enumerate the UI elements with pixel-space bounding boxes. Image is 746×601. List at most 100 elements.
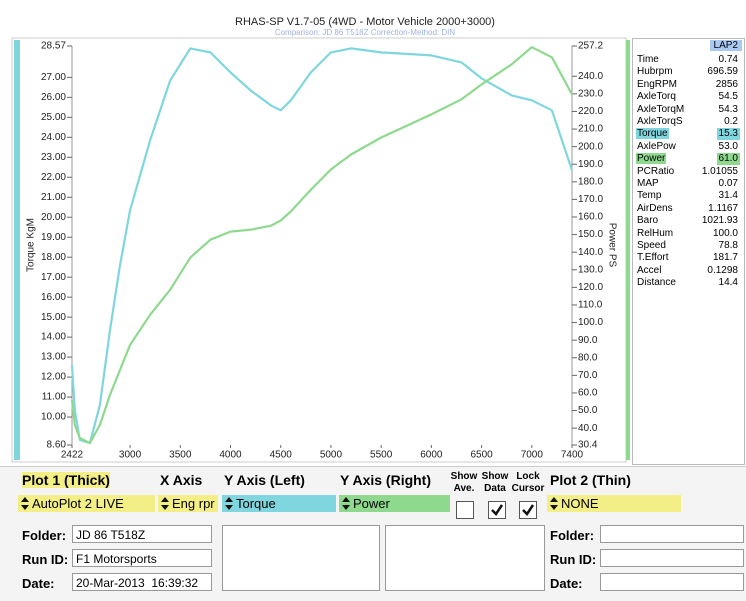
readout-label: MAP bbox=[637, 178, 659, 189]
x-tick-label: 6500 bbox=[470, 450, 493, 461]
y-tick-label: 24.00 bbox=[41, 132, 66, 143]
check-mark-path bbox=[522, 504, 535, 516]
y-tick-label: 8.60 bbox=[47, 440, 67, 451]
run-id-label: Run ID: bbox=[22, 552, 69, 567]
show-ave-checkbox[interactable] bbox=[456, 501, 474, 519]
notes-box bbox=[222, 525, 380, 591]
y2-tick-label: 50.0 bbox=[578, 405, 598, 416]
show-data-checkbox[interactable] bbox=[488, 501, 506, 519]
x-axis-dropdown[interactable]: Eng rpr bbox=[158, 495, 218, 512]
y-left-value: Torque bbox=[236, 496, 276, 511]
notes-box bbox=[385, 525, 545, 591]
readout-row: AirDens 1.1167 bbox=[636, 203, 740, 215]
check-mark bbox=[522, 504, 535, 516]
y-left-dropdown[interactable]: Torque bbox=[222, 495, 336, 512]
y2-tick-label: 180.0 bbox=[578, 176, 603, 187]
y-tick-label: 18.00 bbox=[41, 252, 66, 263]
folder-label: Folder: bbox=[22, 528, 67, 543]
y2-axis-title: Power PS bbox=[606, 223, 617, 268]
plot2-dropdown[interactable]: NONE bbox=[547, 495, 681, 512]
control-panel: Plot 1 (Thick) X Axis Y Axis (Left) Y Ax… bbox=[0, 466, 746, 601]
y2-tick-label: 170.0 bbox=[578, 194, 603, 205]
readout-label: Hubrpm bbox=[637, 66, 673, 78]
run-id-field bbox=[600, 549, 744, 567]
x-tick-label: 2422 bbox=[61, 450, 84, 461]
readout-label: Temp bbox=[637, 190, 662, 202]
y-tick-label: 25.00 bbox=[41, 112, 66, 123]
readout-value: 14.4 bbox=[718, 277, 738, 289]
readout-label: Distance bbox=[637, 277, 676, 289]
series-line bbox=[70, 47, 574, 445]
y2-tick-label: 257.2 bbox=[578, 41, 603, 52]
readout-row: Accel 0.1298 bbox=[636, 265, 740, 277]
lock-cursor-label: Lock Cursor bbox=[511, 471, 545, 494]
chart-subtitle: Comparison: JD 86 T518Z Correction-Metho… bbox=[275, 28, 456, 37]
readout-value: 0.07 bbox=[718, 178, 738, 189]
readout-label: AxlePow bbox=[637, 140, 676, 152]
y2-tick-label: 120.0 bbox=[578, 282, 603, 293]
readout-value: 0.74 bbox=[718, 54, 738, 65]
x-tick-label: 4000 bbox=[219, 450, 242, 461]
readout-row: Baro 1021.93 bbox=[636, 215, 740, 227]
readout-row: AxleTorq 54.5 bbox=[636, 91, 740, 103]
readout-value: 100.0 bbox=[712, 227, 738, 239]
readout-label: AxleTorq bbox=[637, 91, 676, 103]
spin-icon bbox=[342, 497, 350, 510]
readout-value: 1021.93 bbox=[701, 215, 738, 227]
y-tick-label: 14.00 bbox=[41, 332, 66, 343]
y-tick-label: 16.00 bbox=[41, 292, 66, 303]
y2-tick-label: 60.0 bbox=[578, 388, 598, 399]
date-field: 20-Mar-2013 16:39:32 bbox=[72, 573, 212, 591]
x-axis-label: X Axis bbox=[160, 472, 203, 488]
y-right-dropdown[interactable]: Power bbox=[339, 495, 450, 512]
x-tick-label: 6000 bbox=[420, 450, 443, 461]
readout-label: Power bbox=[636, 153, 667, 165]
readout-label: EngRPM bbox=[637, 78, 678, 90]
lock-cursor-checkbox[interactable] bbox=[519, 501, 537, 519]
y2-tick-label: 230.0 bbox=[578, 88, 603, 99]
readout-label: Baro bbox=[637, 215, 659, 227]
y2-tick-label: 110.0 bbox=[578, 300, 603, 311]
spin-icon bbox=[21, 497, 29, 510]
readout-row: AxleTorqS 0.2 bbox=[636, 116, 740, 128]
y-tick-label: 11.00 bbox=[42, 392, 67, 403]
y-tick-label: 22.00 bbox=[41, 172, 66, 183]
y-tick-label: 26.00 bbox=[41, 92, 66, 103]
readout-label: AirDens bbox=[637, 202, 673, 214]
check-mark-path bbox=[491, 504, 504, 516]
y-tick-label: 13.00 bbox=[41, 352, 66, 363]
readout-row: T.Effort 181.7 bbox=[636, 252, 740, 264]
readout-value: 53.0 bbox=[718, 140, 738, 152]
y-tick-label: 27.00 bbox=[41, 72, 66, 83]
y2-tick-label: 80.0 bbox=[578, 352, 598, 363]
show-ave-label: Show Ave. bbox=[450, 471, 478, 494]
readout-panel: LAP2 Time 0.74 Hubrpm 696.59 EngRPM 2856 AxleT… bbox=[632, 38, 745, 465]
y2-tick-label: 150.0 bbox=[578, 229, 603, 240]
y-tick-label: 12.00 bbox=[41, 372, 66, 383]
x-tick-label: 5500 bbox=[370, 450, 393, 461]
readout-value: 78.8 bbox=[718, 240, 738, 251]
y-left-label: Y Axis (Left) bbox=[224, 472, 305, 488]
y-tick-label: 19.00 bbox=[41, 232, 66, 243]
y2-tick-label: 40.0 bbox=[578, 423, 598, 434]
y-tick-label: 28.57 bbox=[41, 41, 66, 52]
show-data-label: Show Data bbox=[481, 471, 509, 494]
plot1-dropdown[interactable]: AutoPlot 2 LIVE bbox=[18, 495, 155, 512]
y2-tick-label: 90.0 bbox=[578, 335, 598, 346]
readout-row: AxlePow 53.0 bbox=[636, 141, 740, 153]
readout-value: 0.2 bbox=[724, 116, 738, 127]
readout-label: PCRatio bbox=[637, 165, 675, 177]
readout-value: 54.5 bbox=[718, 91, 738, 103]
y2-tick-label: 70.0 bbox=[578, 370, 598, 381]
y2-tick-label: 130.0 bbox=[578, 264, 603, 275]
spin-icon bbox=[161, 497, 169, 510]
x-tick-label: 7400 bbox=[561, 450, 584, 461]
y2-tick-label: 160.0 bbox=[578, 212, 603, 223]
plot1-value: AutoPlot 2 LIVE bbox=[32, 496, 124, 511]
plot1-label: Plot 1 (Thick) bbox=[22, 472, 110, 488]
y-tick-label: 20.00 bbox=[41, 212, 66, 223]
right-axis-bar bbox=[626, 40, 630, 460]
readout-row: AxleTorqM 54.3 bbox=[636, 104, 740, 116]
readout-label: AxleTorqM bbox=[637, 103, 685, 115]
